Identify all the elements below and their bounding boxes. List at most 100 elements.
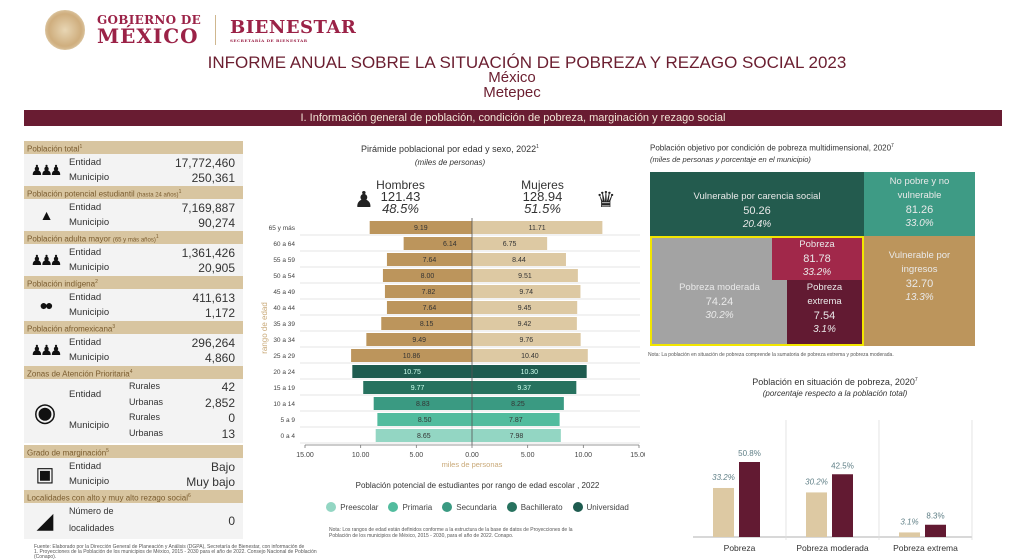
poverty-bar-label: 33.2% [712,473,735,482]
cell-no-pobre: No pobre y no vulnerable 81.26 33.0% [864,172,975,236]
section-body: ♟♟♟ Entidad 17,772,460 Municipio 250,361 [24,154,243,186]
row-value: 20,905 [198,260,235,275]
x-tick-label: 10.00 [352,452,370,459]
bar-hombres [377,413,472,426]
bar-mujeres [472,253,566,266]
footnote: Fuente: Elaborado por la Dirección Gener… [34,545,334,560]
bar-mujeres [472,221,603,234]
bar-mujeres [472,285,581,298]
section-body: ◢ Número de localidades 0 [24,503,243,539]
bar-mujeres [472,413,560,426]
legend-item: Primaria [388,502,432,512]
section-header: Localidades con alto y muy alto rezago s… [24,490,243,503]
row-value: 296,264 [191,335,235,350]
age-tick-label: 25 a 29 [273,353,295,360]
bar-mujeres [472,365,587,378]
age-tick-label: 45 a 49 [273,289,295,296]
label-hombres: 8.83 [416,401,430,408]
poverty-treemap: Población objetivo por condición de pobr… [648,143,990,358]
x-tick-label: 5.00 [521,452,535,459]
age-tick-label: 65 y más [269,225,296,232]
age-tick-label: 60 a 64 [273,241,295,248]
row-label: Entidad [69,337,102,348]
section-header: Zonas de Atención Prioritaria4 [24,366,243,379]
legend-dot-icon [506,502,517,512]
label-mujeres: 9.51 [518,273,532,280]
section-bar: I. Información general de población, con… [24,110,1002,126]
cell-vulnerable-ingresos: Vulnerable por ingresos 32.70 13.3% [864,236,975,346]
bar-mujeres [472,237,548,250]
person-laptop-icon: ▣ [35,463,55,486]
section-header: Grado de marginación5 [24,445,243,458]
zona-value: 0 [228,411,235,425]
age-tick-label: 15 a 19 [273,385,295,392]
label-mujeres: 10.30 [521,369,539,376]
cell-pobreza-moderada: Pobreza moderada 74.24 30.2% [652,238,787,344]
age-tick-label: 20 a 24 [273,369,295,376]
bar-hombres [375,429,472,442]
report-title: INFORME ANUAL SOBRE LA SITUACIÓN DE POBR… [207,53,847,72]
label-mujeres: 8.44 [512,257,526,264]
treemap-grid: Vulnerable por carencia social 50.26 20.… [650,172,975,346]
bar-hombres [352,365,472,378]
poverty-bar [832,474,853,537]
group-icon: ●● [39,297,54,313]
zona-type: Urbanas [129,396,164,407]
legend-item: Bachillerato [506,502,563,512]
footnote-line1: Fuente: Elaborado por la Dirección Gener… [34,544,305,550]
poverty-category-label: Pobreza [724,543,756,553]
age-tick-label: 40 a 44 [273,305,295,312]
legend-dot-icon [326,502,337,512]
data-row: Entidad 296,264 [24,335,243,350]
row-label: Entidad [69,461,102,472]
age-tick-label: 35 a 39 [273,321,295,328]
label-hombres: 9.49 [412,337,426,344]
localidades-label-2: localidades [69,523,115,533]
label-hombres: 7.82 [422,289,436,296]
label-hombres: 7.64 [423,257,437,264]
age-tick-label: 10 a 14 [273,401,295,408]
section-body: ◉ Entidad Municipio Rurales 42 Urbanas 2,8… [24,379,243,443]
row-label: Entidad [69,292,102,303]
label-mujeres: 6.75 [503,241,517,248]
pyramid-ylabel: rango de edad [260,302,269,354]
bar-hombres [369,221,472,234]
section-body: ▲ Entidad 7,169,887 Municipio 90,274 [24,199,243,231]
label-hombres: 9.77 [411,385,425,392]
section-header: Población total1 [24,141,243,154]
bar-mujeres [472,397,564,410]
poverty-bar-plot: 33.2% 50.8% Pobreza 30.2%42.5% Pobreza moder… [693,420,973,553]
zona-value: 42 [221,380,235,394]
indicators-panel: Población total1 ♟♟♟ Entidad 17,772,460 Mun… [24,141,243,539]
poverty-bar-label: 8.3% [926,512,944,521]
section-body: ♟♟♟ Entidad 296,264 Municipio 4,860 [24,334,243,366]
zona-type: Rurales [129,412,161,422]
poverty-chart-subtitle: (porcentaje respecto a la población tota… [762,389,908,398]
section-body: ●● Entidad 411,613 Municipio 1,172 [24,289,243,321]
cell-pobreza-group: Pobreza moderada 74.24 30.2% Pobreza 81.… [650,236,864,346]
logo-gob-line1: GOBIERNO DE [97,13,202,27]
cell-pobreza: Pobreza 81.78 33.2% [772,238,862,280]
data-row: Municipio 250,361 [24,170,243,185]
row-value: 90,274 [198,215,235,230]
bar-mujeres [472,333,581,346]
label-mujeres: 7.98 [510,433,524,440]
zona-value: 2,852 [204,395,235,410]
poverty-bar-chart: Población en situación de pobreza, 20207… [690,375,1020,555]
legend-item: Universidad [572,502,629,512]
section-header: Población afromexicana3 [24,321,243,334]
row-value: 17,772,460 [174,155,235,170]
bar-mujeres [472,269,578,282]
footnote-line2: 1. Proyecciones de la Población de los m… [34,549,317,560]
header-logo: GOBIERNO DE MÉXICO BIENESTAR SECRETARÍA … [45,10,356,50]
row-label: Entidad [69,247,102,258]
row-value: Muy bajo [186,474,235,489]
treemap-note: Nota: La población en situación de pobre… [648,352,894,358]
age-tick-label: 55 a 59 [273,257,295,264]
cell-vulnerable-carencia: Vulnerable por carencia social 50.26 20.… [650,172,864,236]
pyramid-subtitle: (miles de personas) [414,158,486,167]
legend-dot-icon [388,502,399,512]
bar-hombres [373,397,472,410]
family-icon: ♟♟♟ [30,161,63,178]
label-hombres: 8.00 [421,273,435,280]
